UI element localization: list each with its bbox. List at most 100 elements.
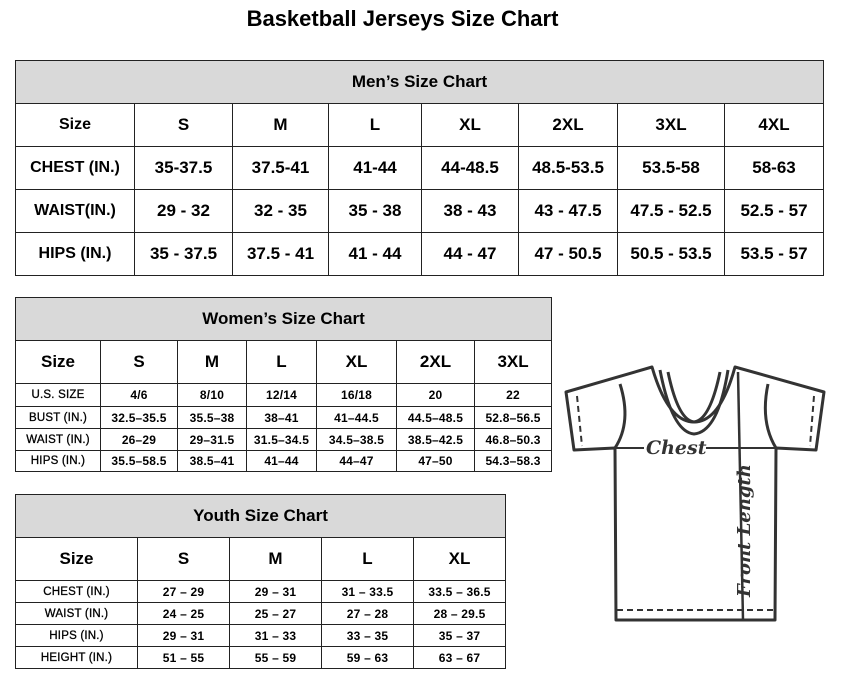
table-cell: 29 – 31 [229,580,322,603]
table-row: Size S M L XL 2XL 3XL 4XL [15,103,825,147]
size-header: S [134,103,233,147]
table-cell: 33.5 – 36.5 [412,580,507,603]
row-label: BUST (IN.) [15,406,101,429]
table-cell: 51 – 55 [137,646,230,669]
table-cell: 32.5–35.5 [100,406,178,429]
table-cell: 52.5 - 57 [723,189,825,233]
row-label: HIPS (IN.) [15,624,138,647]
size-header: M [232,103,329,147]
row-label: CHEST (IN.) [15,580,138,603]
table-row: HIPS (IN.) 35.5–58.5 38.5–41 41–44 44–47 47–5… [15,450,553,472]
table-row: Size S M L XL [15,537,507,581]
table-cell: 44.5–48.5 [396,406,475,429]
row-label: HIPS (IN.) [15,232,135,276]
table-cell: 35 - 37.5 [134,232,233,276]
table-cell: 53.5 - 57 [723,232,825,276]
table-cell: 44–47 [316,450,397,472]
row-label: U.S. SIZE [15,383,101,407]
row-label: HEIGHT (IN.) [15,646,138,669]
row-label: WAIST(IN.) [15,189,135,233]
table-heading: Women’s Size Chart [14,297,553,341]
table-cell: 8/10 [177,383,247,407]
table-cell: 44-48.5 [421,146,519,190]
table-cell: 32 - 35 [232,189,329,233]
size-header: M [177,340,247,384]
table-cell: 63 – 67 [412,646,507,669]
table-row: U.S. SIZE 4/6 8/10 12/14 16/18 20 22 [15,383,553,407]
table-cell: 22 [473,383,553,407]
row-label: WAIST (IN.) [15,602,138,625]
table-cell: 25 – 27 [229,602,322,625]
table-row: HEIGHT (IN.) 51 – 55 55 – 59 59 – 63 63 – 67 [15,646,507,669]
table-cell: 50.5 - 53.5 [617,232,725,276]
size-header: XL [316,340,397,384]
table-heading: Youth Size Chart [14,494,507,538]
table-cell: 53.5-58 [617,146,725,190]
table-cell: 12/14 [246,383,317,407]
table-cell: 41-44 [328,146,422,190]
row-label: CHEST (IN.) [15,146,135,190]
table-cell: 34.5–38.5 [316,428,397,451]
table-cell: 47–50 [396,450,475,472]
table-cell: 59 – 63 [321,646,414,669]
table-cell: 4/6 [100,383,178,407]
chest-label: Chest [646,437,707,459]
table-cell: 31 – 33.5 [321,580,414,603]
t-shirt-icon: Chest Front Length [564,365,826,622]
table-cell: 16/18 [316,383,397,407]
table-row: HIPS (IN.) 35 - 37.5 37.5 - 41 41 - 44 44 - … [15,232,825,276]
table-cell: 37.5-41 [232,146,329,190]
table-cell: 48.5-53.5 [518,146,618,190]
youth-size-table: Youth Size Chart Size S M L XL CHEST (IN.) 27 –… [14,494,507,669]
front-length-label: Front Length [734,464,755,598]
table-cell: 54.3–58.3 [473,450,553,472]
row-label: Size [15,537,138,581]
table-cell: 35 – 37 [412,624,507,647]
table-row: Size S M L XL 2XL 3XL [15,340,553,384]
table-cell: 27 – 28 [321,602,414,625]
table-row: WAIST (IN.) 24 – 25 25 – 27 27 – 28 28 – 29.… [15,602,507,625]
table-cell: 27 – 29 [137,580,230,603]
table-cell: 35.5–38 [177,406,247,429]
womens-size-table: Women’s Size Chart Size S M L XL 2XL 3XL U.S. SI… [14,297,553,472]
size-header: XL [412,537,507,581]
size-header: S [137,537,230,581]
table-cell: 41–44.5 [316,406,397,429]
table-cell: 38 - 43 [421,189,519,233]
table-row: CHEST (IN.) 27 – 29 29 – 31 31 – 33.5 33.5 –… [15,580,507,603]
table-cell: 38.5–42.5 [396,428,475,451]
table-cell: 52.8–56.5 [473,406,553,429]
table-cell: 41 - 44 [328,232,422,276]
size-header: M [229,537,322,581]
table-cell: 47 - 50.5 [518,232,618,276]
table-cell: 55 – 59 [229,646,322,669]
table-row: HIPS (IN.) 29 – 31 31 – 33 33 – 35 35 – 37 [15,624,507,647]
table-cell: 43 - 47.5 [518,189,618,233]
table-cell: 41–44 [246,450,317,472]
row-label: Size [15,340,101,384]
table-cell: 24 – 25 [137,602,230,625]
mens-size-table: Men’s Size Chart Size S M L XL 2XL 3XL 4XL CHEST … [14,60,825,276]
table-row: CHEST (IN.) 35-37.5 37.5-41 41-44 44-48.5 48.… [15,146,825,190]
size-header: 4XL [723,103,825,147]
table-cell: 29–31.5 [177,428,247,451]
table-row: WAIST (IN.) 26–29 29–31.5 31.5–34.5 34.5–38.… [15,428,553,451]
table-cell: 38.5–41 [177,450,247,472]
size-header: 3XL [473,340,553,384]
table-row: WAIST(IN.) 29 - 32 32 - 35 35 - 38 38 - 43 43… [15,189,825,233]
table-cell: 37.5 - 41 [232,232,329,276]
table-cell: 31 – 33 [229,624,322,647]
row-label: Size [15,103,135,147]
table-cell: 20 [396,383,475,407]
table-cell: 31.5–34.5 [246,428,317,451]
table-cell: 47.5 - 52.5 [617,189,725,233]
size-header: 3XL [617,103,725,147]
size-header: 2XL [396,340,475,384]
page-title: Basketball Jerseys Size Chart [246,6,559,31]
table-cell: 33 – 35 [321,624,414,647]
table-row: BUST (IN.) 32.5–35.5 35.5–38 38–41 41–44.5 44… [15,406,553,429]
table-cell: 26–29 [100,428,178,451]
table-cell: 44 - 47 [421,232,519,276]
table-cell: 29 - 32 [134,189,233,233]
table-cell: 46.8–50.3 [473,428,553,451]
